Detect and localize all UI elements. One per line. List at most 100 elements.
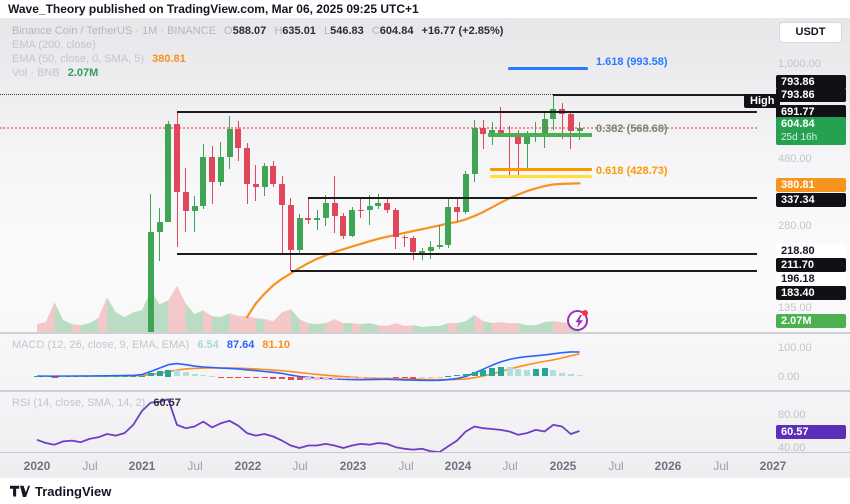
volume-area-segment [483, 321, 492, 332]
macd-histogram-bar [550, 370, 557, 377]
macd-histogram-bar [419, 376, 425, 379]
volume-area-segment [124, 312, 134, 332]
rsi-pane[interactable] [0, 392, 757, 452]
macd-histogram-bar [42, 375, 49, 377]
candle [174, 124, 180, 193]
time-axis-label: 2023 [339, 459, 367, 473]
candle [244, 147, 250, 185]
macd-line-value: 87.64 [226, 339, 255, 351]
macd-histogram-bar [200, 375, 207, 377]
volume-area-segment [378, 325, 387, 332]
price-axis-label: 0.00 [778, 371, 800, 383]
pane-separator[interactable] [0, 332, 850, 334]
level-line [290, 270, 757, 273]
volume-value: 2.07M [67, 67, 99, 79]
macd-histogram-bar [314, 376, 320, 380]
volume-area-segment [45, 302, 55, 332]
time-axis-label: 2025 [549, 459, 577, 473]
candle [279, 183, 285, 205]
volume-area-segment [500, 322, 510, 332]
flash-event-icon[interactable] [567, 310, 588, 331]
time-axis-separator[interactable] [0, 452, 850, 453]
price-axis-label: 793.86 [776, 75, 846, 89]
fib-level-segment [507, 66, 589, 70]
time-axis-label: 2024 [444, 459, 472, 473]
macd-histogram-bar [235, 376, 242, 378]
macd-histogram-bar [60, 375, 67, 377]
volume-area-segment [220, 313, 230, 332]
volume-area-segment [535, 322, 545, 332]
time-axis-label: Jul [608, 459, 624, 473]
volume-area-segment [159, 300, 169, 332]
candle-wick [316, 209, 318, 231]
candle [182, 192, 189, 211]
candle [489, 129, 495, 134]
volume-area-segment [430, 326, 440, 332]
pane-separator[interactable] [0, 390, 850, 392]
candle [235, 128, 242, 148]
price-curves-layer [37, 182, 581, 332]
time-axis-label: Jul [398, 459, 414, 473]
candle-wick [561, 102, 563, 140]
macd-legend[interactable]: MACD (12, 26, close, 9, EMA, EMA) 6.54 8… [12, 339, 290, 351]
macd-histogram-bar [349, 376, 355, 379]
macd-histogram-bar [51, 376, 58, 378]
candle [226, 128, 233, 158]
volume-area-segment [343, 323, 352, 332]
candle [419, 251, 425, 253]
candle [427, 246, 434, 252]
volume-area-segment [492, 322, 501, 332]
fib-level-segment [490, 174, 592, 178]
level-line [0, 94, 757, 95]
chart-area[interactable]: 1.618 (993.58) 0.382 (568.68) 0.618 (428… [0, 18, 850, 478]
candle [550, 109, 557, 120]
symbol-legend[interactable]: Binance Coin / TetherUS · 1M · BINANCE O… [12, 24, 503, 80]
candle-wick [439, 224, 440, 250]
level-line [553, 94, 757, 96]
volume-legend-row[interactable]: Vol · BNB 2.07M [12, 66, 503, 80]
candle [147, 231, 154, 332]
volume-area-segment [299, 319, 309, 332]
candle [384, 202, 390, 210]
time-axis-label: 2021 [128, 459, 156, 473]
volume-area-segment [63, 320, 72, 332]
currency-toggle-button[interactable]: USDT [779, 22, 842, 43]
macd-histogram-bar [174, 370, 180, 377]
volume-area-segment [194, 310, 204, 332]
volume-area-segment [273, 312, 282, 332]
time-axis-label: 2022 [234, 459, 262, 473]
candle [217, 157, 224, 182]
macd-histogram-bar [559, 373, 565, 377]
candle [349, 209, 355, 236]
price-axis-label: 793.86 [776, 88, 846, 102]
footer-brand[interactable]: TradingView [10, 484, 111, 499]
ema50-legend-row[interactable]: EMA (50, close, 0, SMA, 5) 380.81 [12, 52, 503, 66]
symbol-legend-row[interactable]: Binance Coin / TetherUS · 1M · BINANCE O… [12, 24, 503, 38]
candle [567, 113, 574, 132]
time-axis-label: Jul [82, 459, 98, 473]
candle [436, 244, 443, 247]
rsi-legend[interactable]: RSI (14, close, SMA, 14, 2) 60.57 [12, 397, 181, 409]
price-axis-label: 183.40 [776, 286, 846, 300]
candle [322, 203, 329, 219]
volume-area-segment [308, 323, 317, 332]
price-axis-label: 60.57 [776, 425, 846, 439]
price-pane[interactable]: 1.618 (993.58) 0.382 (568.68) 0.618 (428… [0, 18, 757, 332]
candle [200, 156, 207, 207]
volume-area-segment [212, 316, 221, 332]
macd-histogram-bar [104, 375, 110, 377]
volume-area-segment [282, 309, 291, 332]
macd-hist-value: 6.54 [197, 339, 219, 351]
volume-area-segment [203, 310, 212, 332]
price-axis-label: 218.80 [776, 244, 846, 258]
volume-area-segment [168, 285, 177, 332]
volume-area-segment [89, 318, 99, 332]
macd-pane[interactable] [0, 336, 757, 390]
candle [497, 129, 504, 134]
macd-histogram-bar [497, 366, 504, 377]
ema200-legend-row[interactable]: EMA (200, close) [12, 39, 96, 51]
candle [471, 128, 478, 174]
macd-histogram-bar [270, 376, 277, 379]
macd-histogram-bar [340, 376, 347, 380]
